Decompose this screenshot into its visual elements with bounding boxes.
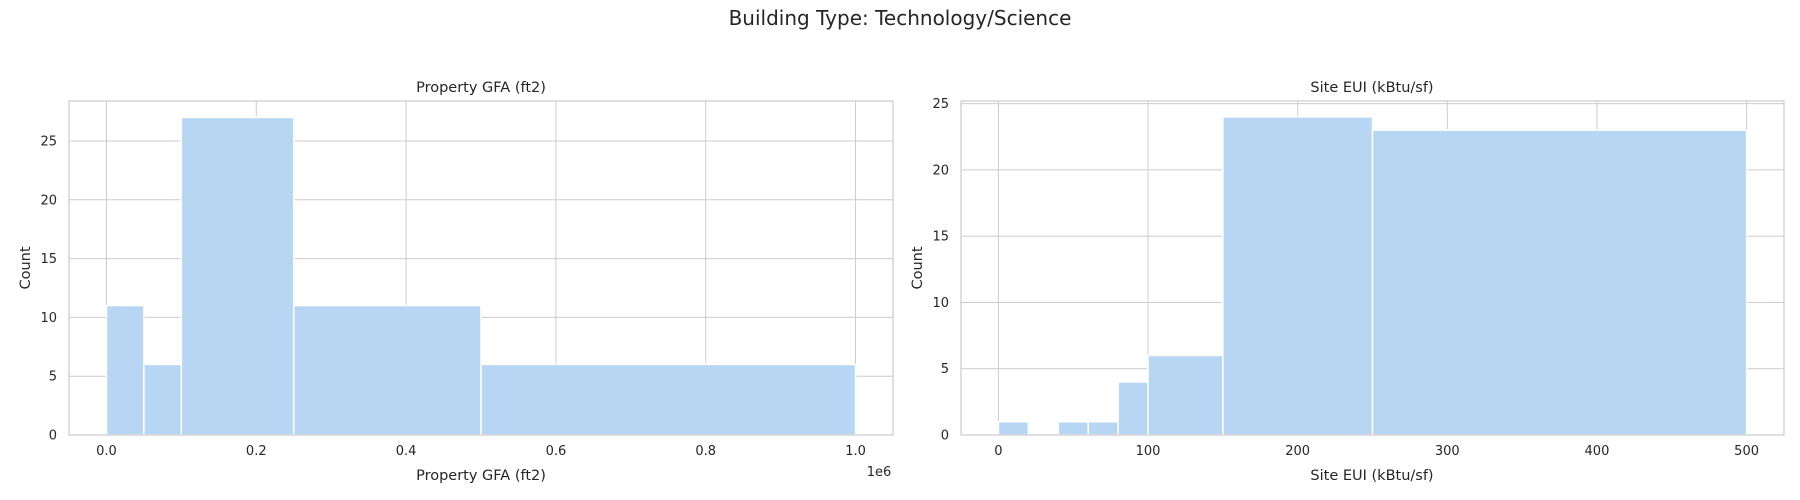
y-tick-label: 20 [40, 193, 57, 208]
y-tick-label: 15 [40, 252, 57, 267]
x-axis-label: Property GFA (ft2) [416, 468, 546, 484]
subplot-site-eui: 0 100 200 300 400 500 0 5 10 15 20 25 Site EUI (kBt… [910, 80, 1785, 484]
y-tick-label: 25 [40, 134, 57, 149]
y-tick-label: 0 [941, 429, 949, 444]
histogram-bar [1222, 116, 1374, 436]
histogram-bar [1117, 381, 1149, 436]
histogram-bar [1087, 420, 1119, 436]
y-tick-label: 5 [941, 362, 949, 377]
x-tick-label: 300 [1435, 444, 1460, 459]
y-axis-label: Count [910, 246, 926, 289]
x-tick-label: 1.0 [845, 444, 866, 459]
histogram-bar [997, 420, 1030, 436]
axes-frame [960, 100, 1785, 436]
histogram-bar [1147, 354, 1224, 436]
histogram-bar [480, 363, 857, 436]
x-tick-label: 0.0 [96, 444, 117, 459]
y-axis-label: Count [18, 246, 34, 289]
x-offset-label: 1e6 [867, 465, 892, 480]
histogram-bar [292, 304, 482, 436]
figure-suptitle: Building Type: Technology/Science [729, 6, 1072, 30]
y-tick-label: 15 [932, 230, 949, 245]
bars-layer [105, 116, 857, 436]
subplot-title: Site EUI (kBtu/sf) [1310, 80, 1433, 96]
y-tick-label: 10 [40, 311, 57, 326]
subplot-property-gfa: 0.0 0.2 0.4 0.6 0.8 1.0 0 5 10 15 20 25 Property GF… [18, 80, 894, 484]
x-tick-label: 0.8 [695, 444, 716, 459]
x-tick-label: 200 [1285, 444, 1310, 459]
y-tick-label: 5 [49, 370, 57, 385]
x-tick-label: 0.6 [546, 444, 567, 459]
y-tick-label: 10 [932, 296, 949, 311]
ticks-layer: 0 100 200 300 400 500 0 5 10 15 20 25 [932, 97, 1759, 459]
axes-frame [68, 100, 894, 436]
x-tick-label: 0.4 [396, 444, 417, 459]
y-tick-label: 20 [932, 163, 949, 178]
histogram-bar [180, 116, 295, 436]
y-tick-label: 0 [49, 429, 57, 444]
ticks-layer: 0.0 0.2 0.4 0.6 0.8 1.0 0 5 10 15 20 25 [40, 134, 865, 459]
x-axis-label: Site EUI (kBtu/sf) [1310, 468, 1433, 484]
subplot-title: Property GFA (ft2) [416, 80, 546, 96]
x-tick-label: 400 [1585, 444, 1610, 459]
x-tick-label: 0 [994, 444, 1002, 459]
histogram-bar [143, 363, 183, 436]
histogram-bar [1057, 420, 1089, 436]
histogram-bar [1371, 129, 1748, 436]
histogram-bar [105, 304, 145, 436]
bars-layer [997, 116, 1748, 436]
x-tick-label: 100 [1136, 444, 1161, 459]
y-tick-label: 25 [932, 97, 949, 112]
x-tick-label: 500 [1734, 444, 1759, 459]
x-tick-label: 0.2 [246, 444, 267, 459]
